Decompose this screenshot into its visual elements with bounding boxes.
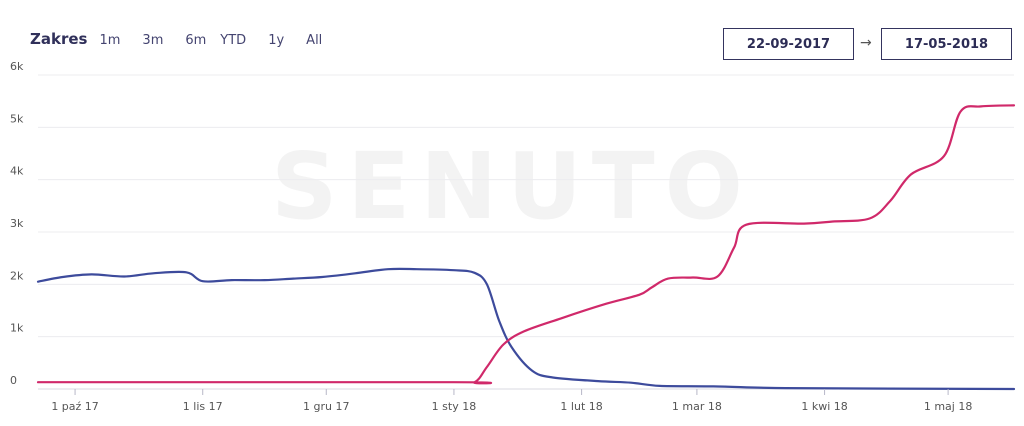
x-tick-label: 1 kwi 18 <box>801 400 847 413</box>
range-button-1y[interactable]: 1y <box>268 33 285 48</box>
x-tick-label: 1 sty 18 <box>432 400 477 413</box>
series-line-2 <box>36 104 1016 385</box>
range-button-1m[interactable]: 1m <box>99 33 121 48</box>
date-to-field[interactable]: 17-05-2018 <box>881 28 1012 60</box>
range-selector: Zakres 1m 3m 6m YTD 1y All <box>30 30 344 48</box>
x-tick-label: 1 paź 17 <box>51 400 99 413</box>
watermark-logo: SENUTO <box>271 133 753 240</box>
range-button-ytd[interactable]: YTD <box>220 33 247 48</box>
range-button-3m[interactable]: 3m <box>142 33 164 48</box>
y-tick-label: 6k <box>10 60 24 73</box>
y-tick-label: 0 <box>10 374 17 387</box>
range-button-all[interactable]: All <box>306 33 323 48</box>
range-title: Zakres <box>30 30 88 48</box>
y-tick-label: 5k <box>10 112 24 125</box>
y-tick-label: 4k <box>10 165 24 178</box>
y-tick-label: 3k <box>10 217 24 230</box>
series-line-1 <box>36 267 1016 391</box>
x-tick-label: 1 lut 18 <box>560 400 602 413</box>
date-range-arrow: → <box>860 35 872 51</box>
x-tick-label: 1 mar 18 <box>672 400 722 413</box>
y-tick-label: 2k <box>10 269 24 282</box>
y-tick-label: 1k <box>10 322 24 335</box>
date-from-field[interactable]: 22-09-2017 <box>723 28 854 60</box>
range-button-6m[interactable]: 6m <box>185 33 207 48</box>
x-tick-label: 1 gru 17 <box>303 400 349 413</box>
x-tick-label: 1 lis 17 <box>183 400 223 413</box>
x-tick-label: 1 maj 18 <box>924 400 973 413</box>
